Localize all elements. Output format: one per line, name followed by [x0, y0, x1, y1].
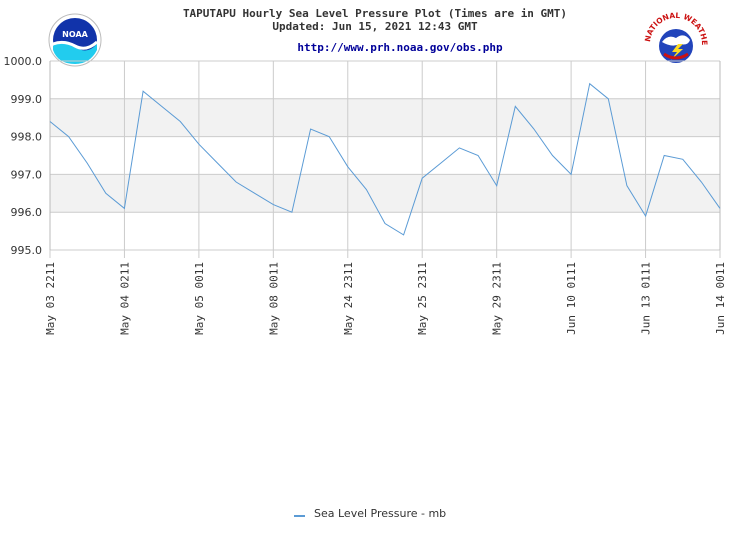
- noaa-logo-text: NOAA: [62, 30, 88, 39]
- y-tick-label-0: 995.0: [11, 244, 43, 257]
- y-tick-label-4: 999.0: [11, 93, 43, 106]
- legend: Sea Level Pressure - mb: [294, 507, 446, 520]
- noaa-logo-icon: NOAA: [48, 13, 102, 67]
- x-tick-label-5: May 25 2311: [416, 262, 429, 335]
- x-tick-label-9: Jun 14 0011: [714, 262, 727, 335]
- y-tick-label-3: 998.0: [11, 131, 43, 144]
- y-tick-label-1: 996.0: [11, 206, 43, 219]
- chart-updated: Updated: Jun 15, 2021 12:43 GMT: [272, 20, 478, 33]
- x-tick-label-6: May 29 2311: [491, 262, 504, 335]
- x-axis-ticks: May 03 2211 May 04 0211 May 05 0011 May 08 …: [44, 262, 727, 335]
- x-tick-label-2: May 05 0011: [193, 262, 206, 335]
- x-tick-label-3: May 08 0011: [267, 262, 280, 335]
- plot-band-0: [50, 174, 720, 213]
- chart-url: http://www.prh.noaa.gov/obs.php: [297, 41, 503, 54]
- y-tick-label-2: 997.0: [11, 168, 43, 181]
- plot-band-1: [50, 98, 720, 137]
- series-line-0: [49, 82, 721, 236]
- x-tick-label-0: May 03 2211: [44, 262, 57, 335]
- x-tick-label-8: Jun 13 0111: [640, 262, 653, 335]
- legend-label: Sea Level Pressure - mb: [314, 507, 446, 520]
- y-tick-label-5: 1000.0: [4, 55, 43, 68]
- x-tick-label-1: May 04 0211: [118, 262, 131, 335]
- plot-grid: [49, 60, 721, 258]
- x-tick-label-4: May 24 2311: [342, 262, 355, 335]
- y-axis-ticks: 995.0 996.0 997.0 998.0 999.0 1000.0: [4, 55, 43, 257]
- plot-bands: [50, 98, 720, 213]
- series-layer: [49, 82, 721, 236]
- chart-title: TAPUTAPU Hourly Sea Level Pressure Plot …: [183, 7, 567, 20]
- x-tick-label-7: Jun 10 0111: [565, 262, 578, 335]
